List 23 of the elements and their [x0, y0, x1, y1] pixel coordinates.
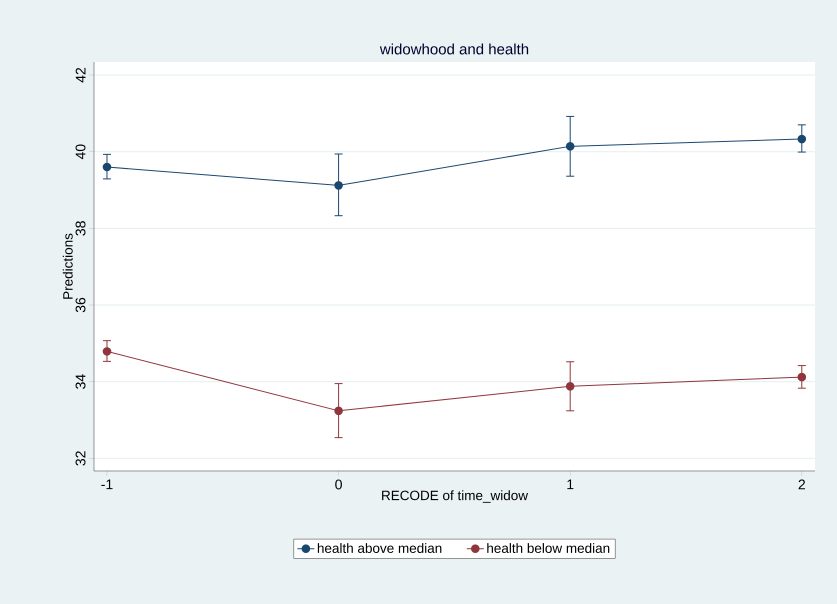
y-tick-label: 42 [76, 68, 86, 82]
point [798, 134, 806, 144]
point [102, 347, 112, 356]
point [798, 372, 806, 382]
x-tick-label: -1 [101, 480, 113, 490]
legend-label: health below median [487, 543, 610, 553]
y-tick-label: 38 [76, 221, 86, 236]
y-tick-label: 40 [76, 144, 86, 160]
x-axis-title: RECODE of time_widow [382, 490, 528, 503]
legend-label: health above median [318, 543, 442, 553]
point [334, 181, 343, 190]
chart-title: widowhood and health [380, 43, 528, 54]
point [566, 382, 574, 391]
point [566, 142, 574, 151]
y-tick-label: 34 [76, 374, 86, 389]
point [334, 406, 343, 416]
y-tick-label: 32 [76, 451, 86, 466]
x-tick-label: 0 [335, 480, 342, 490]
x-tick-label: 1 [567, 480, 574, 490]
x-tick-label: 2 [798, 480, 805, 490]
point [102, 162, 112, 172]
y-axis-title: Predictions [62, 234, 73, 299]
y-tick-label: 36 [76, 298, 86, 312]
